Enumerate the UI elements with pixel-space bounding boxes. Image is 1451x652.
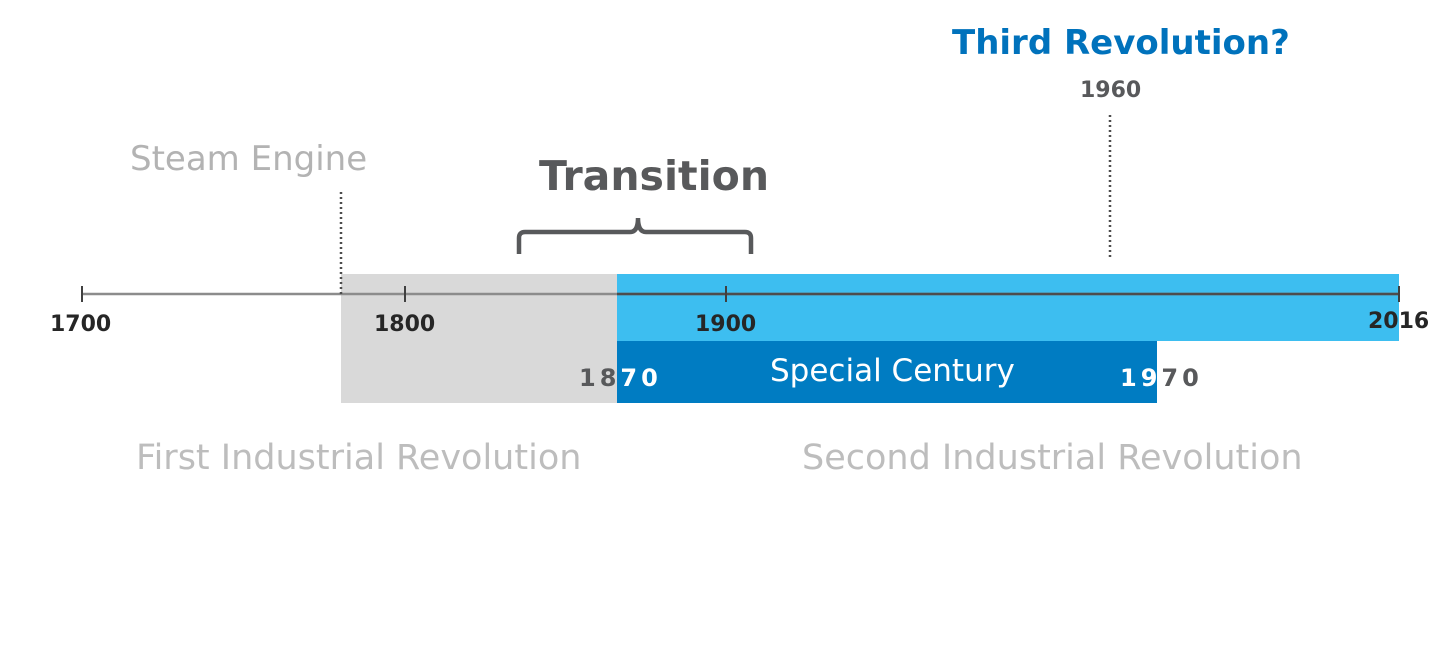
tick-label-1700: 1700 (50, 312, 112, 337)
special-century-start-year: 1870 (579, 366, 662, 390)
tick-label-1800: 1800 (374, 312, 436, 337)
tick-label-1900: 1900 (695, 312, 757, 337)
second-revolution-label: Second Industrial Revolution (802, 438, 1303, 478)
third-revolution-year: 1960 (1080, 78, 1142, 103)
transition-brace (516, 217, 754, 254)
steam-engine-label: Steam Engine (130, 139, 368, 179)
transition-label: Transition (539, 152, 770, 200)
special-century-label: Special Century (770, 353, 1015, 389)
third-revolution-label: Third Revolution? (952, 23, 1290, 63)
end-year-prefix: 19 (1120, 364, 1162, 392)
second-revolution-band (617, 274, 1399, 341)
first-revolution-band (341, 274, 618, 403)
special-century-band (617, 341, 1157, 403)
start-year-suffix: 70 (620, 364, 662, 392)
end-year-suffix: 70 (1161, 364, 1203, 392)
tick-label-2016: 2016 (1368, 309, 1430, 334)
special-century-end-year: 1970 (1120, 366, 1203, 390)
start-year-prefix: 18 (579, 364, 621, 392)
first-revolution-label: First Industrial Revolution (136, 438, 582, 478)
